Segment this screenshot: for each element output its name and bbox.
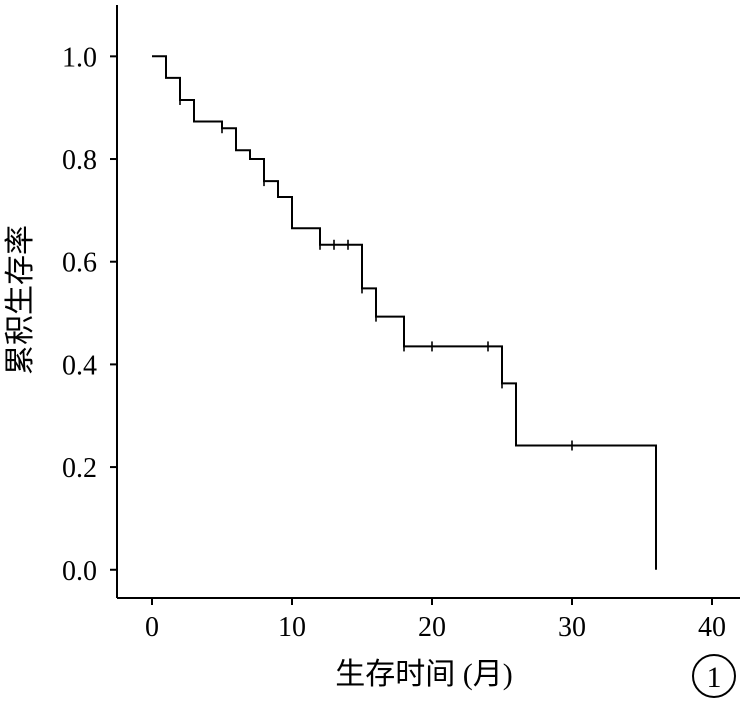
x-tick-label: 20 xyxy=(418,612,446,643)
axes: 0.0 0.2 0.4 0.6 0.8 1.0 0 10 20 30 40 xyxy=(62,5,740,643)
x-tick-label: 10 xyxy=(278,612,306,643)
y-axis-title: 累积生存率 xyxy=(4,225,37,375)
y-tick-label: 0.2 xyxy=(62,453,97,484)
y-tick-label: 0.6 xyxy=(62,248,97,279)
y-tick-label: 0.4 xyxy=(62,350,97,381)
x-tick-label: 40 xyxy=(698,612,726,643)
y-tick-label: 0.0 xyxy=(62,556,97,587)
labels: 生存时间 (月) 累积生存率 1 xyxy=(4,225,736,698)
y-tick-label: 1.0 xyxy=(62,42,97,73)
panel-label-circle xyxy=(692,654,736,698)
survival-step-line xyxy=(152,55,657,570)
x-tick-label: 30 xyxy=(558,612,586,643)
y-tick-label: 0.8 xyxy=(62,145,97,176)
x-axis-title: 生存时间 (月) xyxy=(335,658,512,691)
panel-label: 1 xyxy=(707,661,722,694)
panel-badge: 1 xyxy=(692,654,736,698)
series-layer xyxy=(152,55,657,570)
x-tick-label: 0 xyxy=(145,612,159,643)
